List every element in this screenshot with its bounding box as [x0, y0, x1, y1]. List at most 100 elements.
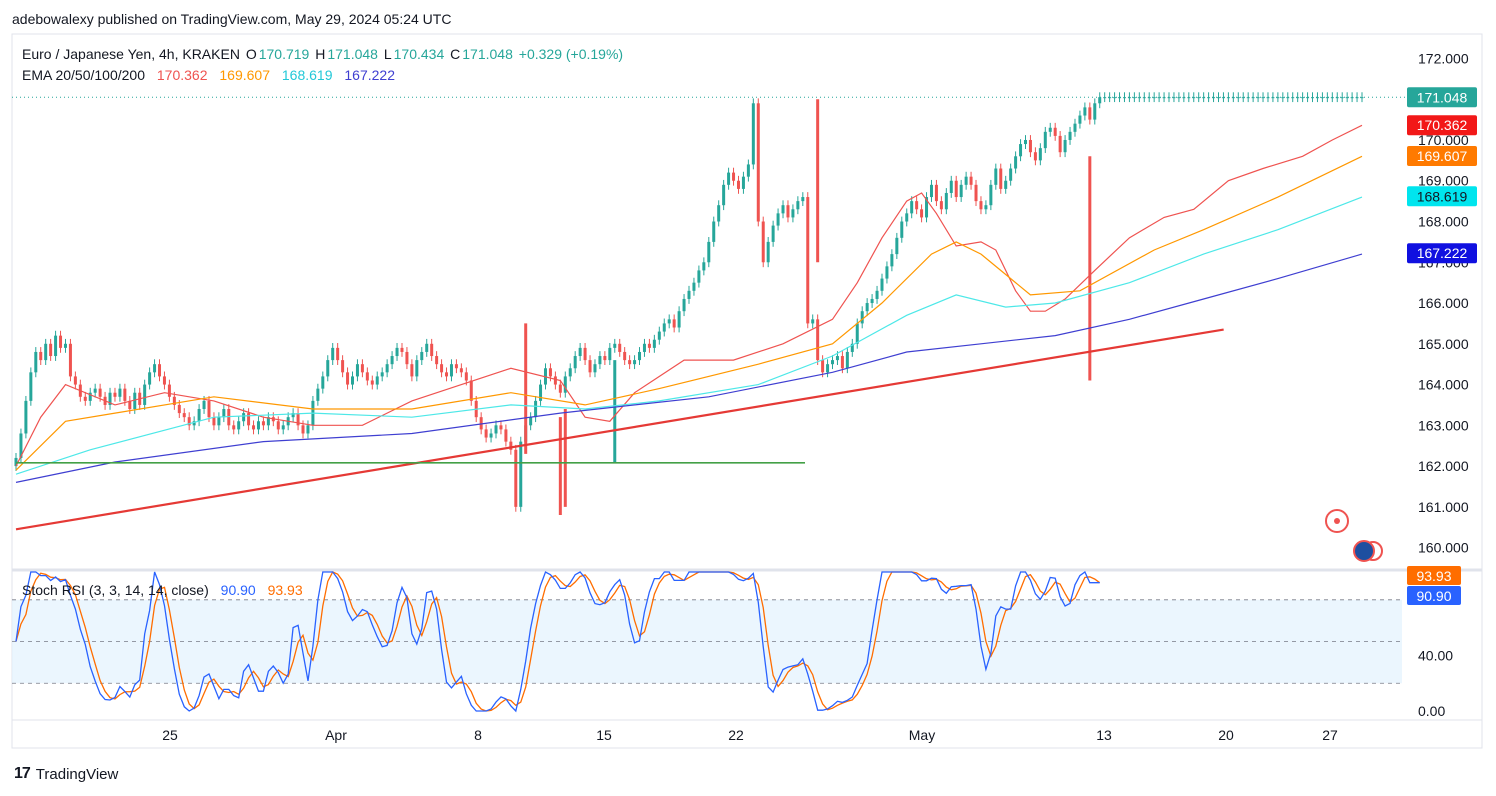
candle-body	[1108, 97, 1112, 99]
candle-body	[598, 356, 602, 365]
candle-body	[751, 103, 755, 165]
candle-body	[1157, 97, 1161, 99]
price-tick-label: 169.000	[1418, 173, 1469, 189]
candle-body	[187, 417, 191, 426]
candle-body	[108, 392, 112, 405]
candle-body	[365, 372, 369, 381]
candle-body	[499, 425, 503, 430]
candle-body	[1053, 127, 1057, 136]
candle-body	[29, 372, 33, 401]
stoch-d-tag	[1407, 566, 1461, 585]
candle-body	[1038, 148, 1042, 161]
candle-body	[1088, 107, 1092, 120]
candle-body	[1093, 103, 1097, 120]
candle-body	[331, 347, 335, 361]
price-tick-label: 163.000	[1418, 417, 1469, 433]
candle-body	[395, 347, 399, 357]
candle-body	[93, 388, 97, 393]
candle-body	[736, 180, 740, 189]
candle-body	[430, 343, 434, 357]
symbol-name[interactable]: Euro / Japanese Yen, 4h, KRAKEN	[22, 46, 240, 62]
candle-body	[954, 180, 958, 198]
candle-body	[1226, 97, 1230, 99]
low-value: 170.434	[393, 46, 445, 62]
candle-body	[875, 290, 879, 299]
ema50-tag	[1407, 146, 1477, 167]
candle-body	[761, 221, 765, 263]
price-tick-label: 162.000	[1418, 458, 1469, 474]
candle-body	[860, 311, 864, 324]
candle-body	[1197, 97, 1201, 99]
candle-body	[692, 282, 696, 291]
open-value: 170.719	[258, 46, 310, 62]
stoch-k-value: 90.90	[220, 582, 256, 598]
candle-body	[1098, 97, 1102, 104]
candle-body	[796, 201, 800, 210]
candle-body	[420, 351, 424, 361]
candle-body	[1058, 135, 1062, 153]
candle-body	[519, 441, 523, 507]
candle-body	[707, 241, 711, 263]
candle-body	[588, 360, 592, 373]
candle-body	[1014, 156, 1018, 169]
candle-body	[19, 433, 23, 458]
tradingview-logo[interactable]: 17 TradingView	[14, 765, 118, 783]
candle-body	[24, 400, 28, 434]
time-tick-label: Apr	[325, 727, 347, 743]
candle-body	[1276, 97, 1280, 99]
candle-body	[400, 347, 404, 352]
price-tick-label: 172.000	[1418, 50, 1469, 66]
candle-body	[410, 364, 414, 377]
candle-body	[801, 197, 805, 202]
candle-body	[133, 392, 137, 410]
candle-body	[34, 351, 38, 373]
candle-body	[845, 351, 849, 369]
candle-body	[222, 409, 226, 418]
change-value: +0.329 (+0.19%)	[518, 46, 624, 62]
event-marker-dot	[1334, 518, 1340, 524]
candle-body	[766, 241, 770, 263]
candle-body	[855, 323, 859, 344]
candle-body	[1261, 97, 1265, 99]
stoch-label[interactable]: Stoch RSI (3, 3, 14, 14, close)	[22, 582, 209, 598]
candle-body	[553, 376, 557, 385]
candle-body	[1345, 97, 1349, 99]
candle-body	[1281, 97, 1285, 99]
candle-body	[469, 380, 473, 401]
candle-body	[1147, 97, 1151, 99]
candle-body	[722, 184, 726, 206]
candle-body	[895, 237, 899, 255]
publisher-line: adebowalexy published on TradingView.com…	[12, 11, 452, 27]
candle-body	[647, 343, 651, 348]
candle-body	[652, 339, 656, 348]
candle-body	[979, 201, 983, 210]
candle-body	[920, 209, 924, 218]
candle-body	[865, 303, 869, 312]
candle-body	[1187, 97, 1191, 99]
time-tick-label: 8	[474, 727, 482, 743]
candle-body	[321, 376, 325, 389]
candle-body	[514, 449, 518, 507]
candle-body	[949, 180, 953, 193]
candle-body	[14, 457, 18, 467]
candle-body	[83, 396, 87, 401]
candle-body	[128, 400, 132, 410]
candle-body	[346, 372, 350, 385]
candle-body	[534, 400, 538, 418]
candle-body	[1330, 97, 1334, 99]
candle-body	[697, 270, 701, 283]
ema-label[interactable]: EMA 20/50/100/200	[22, 67, 145, 83]
candle-body	[999, 168, 1003, 189]
candle-body	[677, 311, 681, 328]
candle-body	[63, 343, 67, 348]
candle-body	[1192, 97, 1196, 99]
candle-body	[1236, 97, 1240, 99]
candle-body	[539, 384, 543, 401]
candle-body	[816, 319, 820, 361]
candle-body	[375, 376, 379, 385]
candle-body	[727, 172, 731, 185]
candle-body	[88, 392, 92, 401]
candle-body	[1177, 97, 1181, 99]
candle-body	[1202, 97, 1206, 99]
